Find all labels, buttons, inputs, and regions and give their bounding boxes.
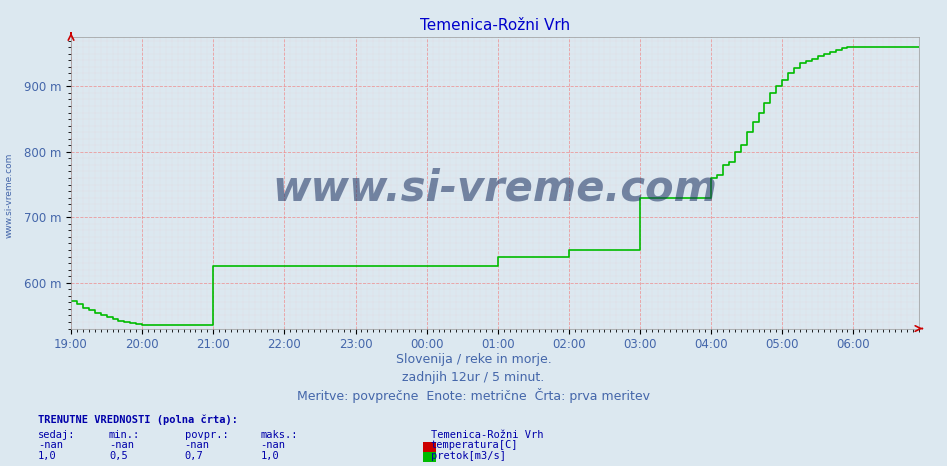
Title: Temenica-Rožni Vrh: Temenica-Rožni Vrh [420,18,570,34]
Text: povpr.:: povpr.: [185,430,228,440]
Text: -nan: -nan [109,440,134,450]
Text: 1,0: 1,0 [38,451,57,460]
Text: www.si-vreme.com: www.si-vreme.com [5,153,14,239]
Text: temperatura[C]: temperatura[C] [431,440,518,450]
Text: -nan: -nan [260,440,285,450]
Text: sedaj:: sedaj: [38,430,76,440]
Text: Temenica-Rožni Vrh: Temenica-Rožni Vrh [431,430,544,440]
Text: -nan: -nan [38,440,63,450]
Text: pretok[m3/s]: pretok[m3/s] [431,451,506,460]
Text: -nan: -nan [185,440,209,450]
Text: Meritve: povprečne  Enote: metrične  Črta: prva meritev: Meritve: povprečne Enote: metrične Črta:… [297,388,650,403]
Text: 0,5: 0,5 [109,451,128,460]
Text: TRENUTNE VREDNOSTI (polna črta):: TRENUTNE VREDNOSTI (polna črta): [38,415,238,425]
Text: Slovenija / reke in morje.: Slovenija / reke in morje. [396,353,551,365]
Text: www.si-vreme.com: www.si-vreme.com [273,168,717,210]
Text: zadnjih 12ur / 5 minut.: zadnjih 12ur / 5 minut. [402,371,545,384]
Text: 0,7: 0,7 [185,451,204,460]
Text: 1,0: 1,0 [260,451,279,460]
Text: min.:: min.: [109,430,140,440]
Text: maks.:: maks.: [260,430,298,440]
